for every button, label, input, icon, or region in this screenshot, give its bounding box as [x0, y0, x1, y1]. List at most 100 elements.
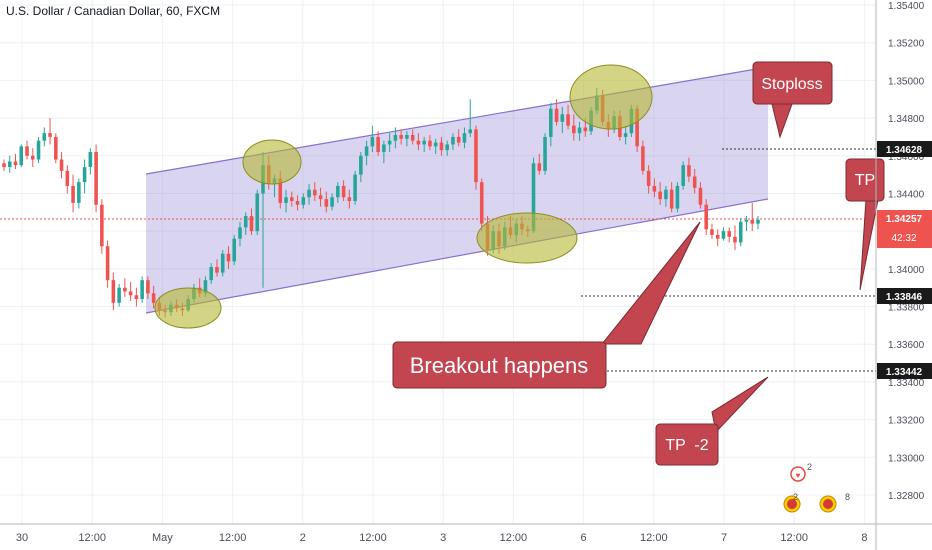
candle-body: [111, 280, 116, 303]
time-tick-label: 8: [861, 532, 867, 544]
level-badges: 1.34628 1.33846 1.33442: [877, 141, 932, 379]
candle-body: [238, 227, 242, 239]
event-count-top: 2: [807, 462, 812, 472]
time-tick-label: 30: [16, 532, 28, 544]
symbol-title: U.S. Dollar / Canadian Dollar, 60, FXCM: [6, 4, 221, 18]
tp2-level-value: 1.33442: [886, 367, 923, 378]
candle-body: [255, 193, 260, 232]
candle-body: [59, 159, 64, 171]
candle-body: [641, 146, 645, 171]
candle-body: [698, 187, 703, 205]
candle-body: [359, 155, 363, 175]
last-price-countdown: 42:32: [891, 233, 916, 244]
candle-body: [226, 253, 231, 262]
candle-body: [19, 146, 24, 166]
candle-body: [387, 140, 392, 145]
candle-body: [405, 135, 409, 139]
candle-body: [658, 191, 662, 200]
candle-body: [77, 182, 81, 203]
candle-body: [324, 199, 329, 207]
candle-body: [428, 140, 432, 147]
candle-body: [88, 152, 93, 168]
candle-body: [451, 136, 455, 145]
channel-fill: [146, 67, 768, 313]
candle-body: [560, 114, 565, 122]
candle-body: [704, 204, 708, 230]
time-tick-label: 12:00: [780, 532, 808, 544]
tp-callout-pointer: [859, 199, 879, 291]
tp2-callout: TP -2: [655, 376, 769, 466]
candle-body: [284, 197, 288, 203]
candle-body: [123, 287, 127, 292]
candle-body: [36, 140, 41, 160]
candle-body: [445, 144, 449, 151]
candle-body: [7, 161, 12, 168]
candle-body: [100, 204, 104, 247]
candle-body: [25, 146, 29, 156]
candle-body: [30, 155, 35, 160]
price-tick-label: 1.34600: [888, 152, 925, 163]
candle-body: [422, 140, 426, 145]
price-tick-label: 1.33000: [888, 453, 925, 464]
tp2-callout-box: [655, 423, 719, 466]
candle-body: [715, 234, 720, 239]
price-tick-label: 1.32800: [888, 491, 925, 502]
breakout-callout-pointer: [600, 221, 701, 345]
candle-body: [307, 189, 311, 198]
price-tick-label: 1.33400: [888, 378, 925, 389]
candle-body: [433, 142, 438, 147]
time-tick-label: 2: [300, 532, 306, 544]
candle-body: [738, 221, 743, 243]
tp2-callout-pointer: [711, 376, 769, 434]
time-tick-label: 7: [721, 532, 727, 544]
event-markers[interactable]: ♥ 2 2 8: [783, 462, 850, 513]
candle-body: [635, 108, 639, 147]
candle-body: [474, 129, 478, 183]
stoploss-callout: Stoploss: [752, 61, 833, 139]
candle-body: [577, 127, 582, 134]
candle-body: [646, 170, 651, 186]
candle-body: [330, 197, 334, 207]
candle-body: [336, 185, 340, 198]
candle-body: [278, 178, 283, 203]
breakout-callout-box: [392, 341, 607, 389]
candle-body: [215, 266, 219, 273]
candle-body: [692, 176, 697, 188]
candle-body: [543, 136, 547, 171]
candle-body: [146, 280, 150, 294]
candle-body: [82, 167, 87, 183]
price-axis[interactable]: 1.35400 1.35200 1.35000 1.34800 1.34600 1.344…: [875, 0, 932, 550]
channel-lower-line: [145, 198, 769, 314]
price-axis-labels: 1.35400 1.35200 1.35000 1.34800 1.34600 1.344…: [888, 1, 925, 502]
price-tick-label: 1.33800: [888, 303, 925, 314]
tp-level-badge: [877, 288, 932, 304]
candle-body: [134, 295, 139, 299]
tp2-level-badge: [877, 363, 932, 379]
candle-body: [554, 108, 559, 122]
candle-body: [318, 195, 323, 200]
tp-level-value: 1.33846: [886, 292, 923, 303]
last-price-badge-box: [877, 210, 932, 248]
candle-body: [301, 197, 306, 205]
tp-callout-label: TP: [855, 172, 875, 189]
tp2-callout-label: TP -2: [665, 437, 708, 454]
candle-body: [583, 127, 588, 132]
time-tick-label: 12:00: [78, 532, 106, 544]
candle-body: [468, 129, 472, 134]
candle-body: [756, 219, 760, 224]
candle-body: [727, 231, 732, 237]
candle-body: [94, 152, 98, 205]
candle-body: [249, 216, 254, 232]
candle-body: [382, 144, 386, 152]
candle-body: [410, 135, 415, 141]
time-tick-label: 12:00: [500, 532, 528, 544]
candle-body: [54, 136, 58, 160]
candle-body: [42, 133, 47, 141]
time-axis[interactable]: 30 12:00 May 12:00 2 12:00 3 12:00 6 12:00 7 12:00 8: [0, 523, 932, 544]
candle-body: [151, 293, 156, 303]
candle-body: [393, 135, 398, 141]
candle-body: [295, 201, 300, 205]
breakout-callout-label: Breakout happens: [410, 353, 589, 378]
candle-body: [399, 135, 403, 139]
